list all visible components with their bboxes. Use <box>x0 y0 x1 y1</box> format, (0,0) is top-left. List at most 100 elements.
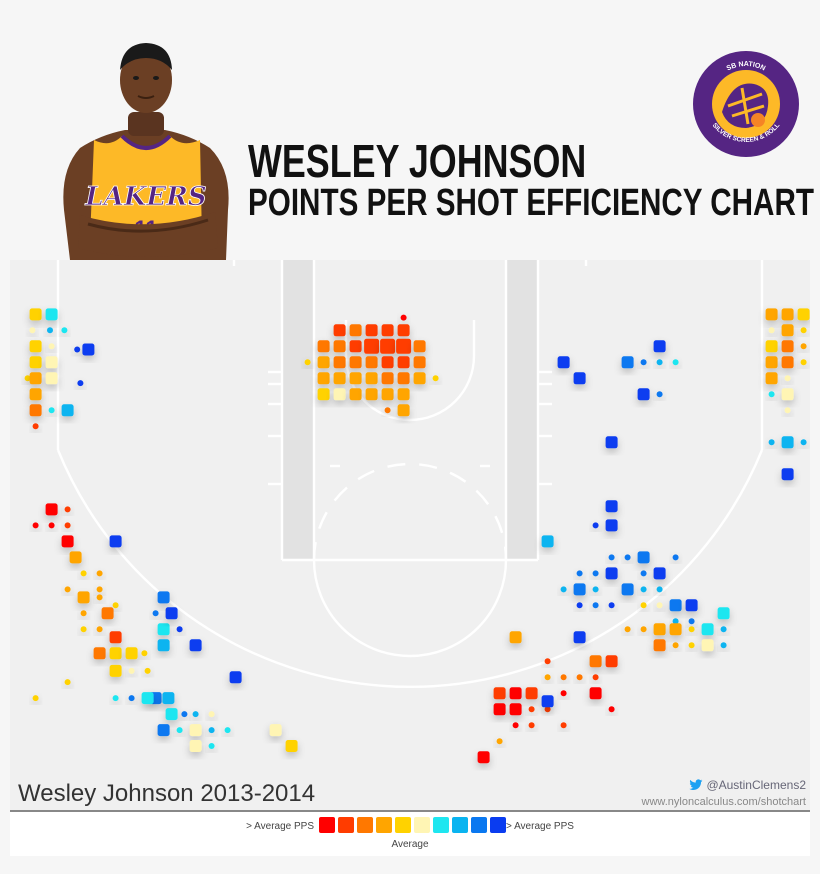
shot-point-right-side-62 <box>672 642 679 649</box>
shot-point-left-wing-7 <box>80 570 87 577</box>
shot-point-paint-27 <box>432 375 439 382</box>
shot-point-paint-14 <box>349 356 362 369</box>
shot-point-right-side-31 <box>781 468 794 481</box>
legend-left-label: > Average PPS <box>246 821 314 832</box>
shot-point-left-wing-15 <box>96 626 103 633</box>
shot-point-right-side-53 <box>624 626 631 633</box>
shot-point-left-wing-37 <box>224 727 231 734</box>
shot-point-right-side-45 <box>640 586 647 593</box>
shot-point-right-side-43 <box>592 586 599 593</box>
shot-point-top-left-1 <box>32 695 39 702</box>
shot-point-paint-30 <box>349 388 362 401</box>
shot-point-right-side-73 <box>509 631 522 644</box>
shot-point-right-side-14 <box>768 327 775 334</box>
shot-point-paint-15 <box>365 356 378 369</box>
shot-point-left-corner-1 <box>45 308 58 321</box>
player-photo: LAKERS 11 <box>63 43 229 260</box>
shot-point-right-side-68 <box>608 602 615 609</box>
shot-point-right-side-59 <box>717 607 730 620</box>
shot-point-right-side-33 <box>608 554 615 561</box>
shot-point-left-wing-13 <box>101 607 114 620</box>
shot-point-right-side-23 <box>765 372 778 385</box>
shot-point-right-side-48 <box>656 602 663 609</box>
legend-swatch-7 <box>452 817 468 833</box>
shot-point-right-side-32 <box>541 535 554 548</box>
legend-right-label: > Average PPS <box>506 821 574 832</box>
twitter-handle[interactable]: @AustinClemens2 <box>689 778 806 792</box>
shot-point-right-side-55 <box>653 623 666 636</box>
shot-point-right-side-21 <box>781 356 794 369</box>
shot-point-right-side-22 <box>800 359 807 366</box>
jersey-text: LAKERS <box>84 182 206 212</box>
shot-point-left-wing-31 <box>192 711 199 718</box>
shot-point-left-wing-0 <box>45 503 58 516</box>
shot-point-right-side-69 <box>573 631 586 644</box>
shot-point-left-wing-5 <box>61 535 74 548</box>
shot-point-left-wing-45 <box>157 639 170 652</box>
shot-point-right-side-75 <box>544 674 551 681</box>
court-lines <box>56 260 764 689</box>
shot-point-left-wing-49 <box>189 639 202 652</box>
shot-point-top-left-0 <box>64 679 71 686</box>
shot-point-right-side-63 <box>688 642 695 649</box>
shot-point-left-wing-2 <box>32 522 39 529</box>
shot-point-paint-36 <box>400 314 407 321</box>
legend-swatch-6 <box>433 817 449 833</box>
shot-point-left-wing-36 <box>208 727 215 734</box>
shot-point-left-wing-27 <box>162 692 175 705</box>
shot-point-right-side-26 <box>781 388 794 401</box>
shot-point-left-corner-5 <box>29 340 42 353</box>
shot-point-left-wing-29 <box>165 708 178 721</box>
shot-marks <box>24 308 810 764</box>
shot-point-paint-12 <box>317 356 330 369</box>
shot-point-left-wing-21 <box>109 664 122 677</box>
shot-point-right-side-15 <box>781 324 794 337</box>
shot-point-paint-9 <box>380 338 396 354</box>
legend-swatch-2 <box>357 817 373 833</box>
shot-point-right-side-91 <box>560 722 567 729</box>
shot-point-paint-10 <box>396 338 412 354</box>
shot-point-left-wing-40 <box>269 724 282 737</box>
site-url[interactable]: www.nyloncalculus.com/shotchart <box>641 796 806 808</box>
shot-point-right-side-36 <box>576 570 583 577</box>
shot-point-right-side-6 <box>656 359 663 366</box>
shot-point-right-side-89 <box>496 738 503 745</box>
shot-point-left-wing-44 <box>157 623 170 636</box>
shot-point-right-side-8 <box>637 388 650 401</box>
shot-point-left-wing-51 <box>64 586 71 593</box>
shot-point-right-side-90 <box>512 722 519 729</box>
shot-point-right-side-61 <box>653 639 666 652</box>
shot-point-left-corner-11 <box>45 372 58 385</box>
shot-point-left-corner-19 <box>61 404 74 417</box>
shot-chart-court <box>10 260 810 810</box>
shot-point-left-wing-19 <box>125 647 138 660</box>
shot-point-left-wing-32 <box>208 711 215 718</box>
shot-point-left-wing-46 <box>176 626 183 633</box>
shot-point-right-side-88 <box>528 722 535 729</box>
logo-top-text: SB NATION <box>726 61 767 72</box>
shot-point-right-side-42 <box>573 583 586 596</box>
shot-point-right-side-80 <box>592 674 599 681</box>
shot-point-paint-24 <box>381 372 394 385</box>
shot-point-left-corner-3 <box>47 327 53 334</box>
shot-point-right-side-87 <box>544 706 551 713</box>
shot-point-left-wing-41 <box>285 740 298 752</box>
shot-point-right-side-41 <box>560 586 567 593</box>
shot-point-right-wing-2 <box>589 687 602 700</box>
legend-swatch-1 <box>338 817 354 833</box>
shot-point-paint-21 <box>333 372 346 385</box>
shot-point-right-side-50 <box>685 599 698 612</box>
shot-point-paint-31 <box>365 388 378 401</box>
shot-point-paint-26 <box>413 372 426 385</box>
shot-point-right-side-37 <box>592 570 599 577</box>
shot-point-right-side-52 <box>688 618 695 625</box>
shot-point-right-side-58 <box>701 623 714 636</box>
shot-point-left-wing-8 <box>96 570 103 577</box>
shot-point-paint-3 <box>381 324 394 337</box>
shot-point-left-wing-11 <box>96 594 103 601</box>
shot-point-right-side-12 <box>781 308 794 321</box>
shot-point-right-side-10 <box>672 359 679 366</box>
shot-point-left-corner-16 <box>74 346 81 353</box>
shot-point-right-side-18 <box>781 340 794 353</box>
twitter-handle-text: @AustinClemens2 <box>706 778 806 792</box>
